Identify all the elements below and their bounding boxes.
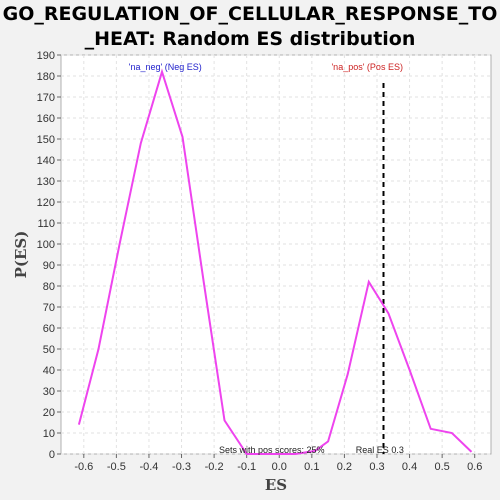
y-tick-label: 160 (37, 113, 55, 125)
y-tick-label: 90 (43, 260, 55, 272)
y-tick-label: 100 (37, 239, 55, 251)
pos-es-label: 'na_pos' (Pos ES) (331, 62, 402, 72)
y-axis-title: P(ES) (12, 231, 30, 279)
y-tick-label: 60 (43, 323, 55, 335)
x-tick-label: 0.3 (369, 461, 384, 473)
y-tick-label: 20 (43, 407, 55, 419)
y-tick-label: 40 (43, 365, 55, 377)
x-tick-label: 0.5 (434, 461, 449, 473)
neg-es-label: 'na_neg' (Neg ES) (129, 62, 202, 72)
x-tick-label: 0.2 (337, 461, 352, 473)
x-tick-label: -0.2 (205, 461, 224, 473)
x-tick-label: -0.5 (107, 461, 126, 473)
real-es-label: Real ES 0.3 (356, 445, 404, 455)
x-axis-title: ES (265, 476, 287, 494)
y-tick-label: 150 (37, 134, 55, 146)
x-tick-label: 0.6 (467, 461, 482, 473)
x-tick-label: 0.0 (272, 461, 287, 473)
x-tick-label: 0.4 (402, 461, 417, 473)
y-tick-label: 50 (43, 344, 55, 356)
x-tick-label: -0.6 (74, 461, 93, 473)
x-tick-label: -0.3 (172, 461, 191, 473)
y-tick-label: 120 (37, 197, 55, 209)
y-tick-label: 10 (43, 428, 55, 440)
x-tick-label: -0.1 (237, 461, 256, 473)
plot-area (61, 55, 491, 454)
y-tick-label: 180 (37, 71, 55, 83)
y-tick-label: 0 (49, 449, 55, 461)
x-tick-label: -0.4 (139, 461, 158, 473)
y-tick-label: 170 (37, 92, 55, 104)
y-tick-label: 30 (43, 386, 55, 398)
y-tick-label: 140 (37, 155, 55, 167)
y-tick-label: 80 (43, 281, 55, 293)
y-tick-label: 130 (37, 176, 55, 188)
x-tick-label: 0.1 (304, 461, 319, 473)
sets-pos-scores-label: Sets with pos scores: 25% (219, 445, 325, 455)
y-tick-label: 70 (43, 302, 55, 314)
y-tick-label: 190 (37, 50, 55, 62)
y-tick-label: 110 (37, 218, 55, 230)
